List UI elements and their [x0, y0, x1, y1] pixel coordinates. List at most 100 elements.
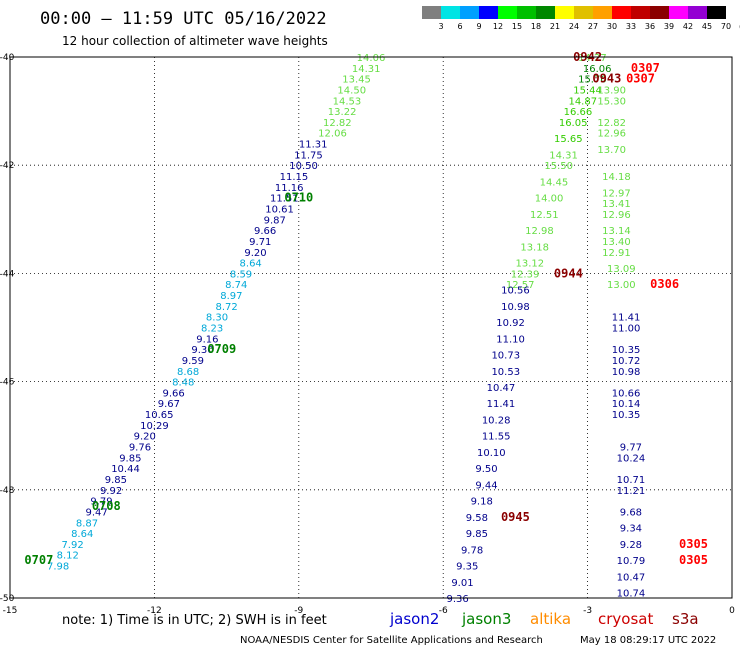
wave-height-label: 10.92: [496, 318, 525, 329]
wave-height-label: 13.45: [342, 75, 371, 86]
wave-height-label: 8.59: [230, 269, 252, 280]
x-tick-label: 0: [729, 606, 735, 616]
color-scale-swatch: [555, 6, 574, 19]
wave-height-label: 9.28: [620, 540, 642, 551]
wave-height-label: 11.21: [617, 486, 646, 497]
wave-height-label: 12.39: [511, 269, 540, 280]
wave-height-label: 9.71: [249, 237, 271, 248]
wave-height-label: 10.10: [477, 448, 506, 459]
x-tick-label: -3: [583, 606, 592, 616]
wave-height-label: 11.75: [294, 150, 323, 161]
wave-height-label: 11.15: [280, 172, 309, 183]
wave-height-label: 9.77: [620, 443, 642, 454]
wave-height-label: 15.65: [554, 134, 583, 145]
pass-time-label: 0307: [626, 72, 655, 86]
color-scale-label: 27: [588, 22, 598, 31]
color-scale-label: 12: [493, 22, 503, 31]
wave-height-label: 10.53: [491, 367, 520, 378]
color-scale-label: (ft): [739, 22, 740, 31]
wave-height-label: 10.50: [289, 161, 318, 172]
color-scale-swatch: [688, 6, 707, 19]
pass-time-label: 0708: [92, 499, 121, 513]
wave-height-label: 14.45: [540, 177, 569, 188]
wave-height-label: 9.47: [86, 507, 108, 518]
color-scale-swatch: [574, 6, 593, 19]
wave-height-label: 14.31: [549, 150, 578, 161]
wave-height-label: 10.65: [145, 410, 174, 421]
chart-subtitle: 12 hour collection of altimeter wave hei…: [62, 34, 328, 48]
y-tick-label: -42: [0, 161, 14, 171]
wave-height-label: 9.85: [105, 475, 127, 486]
wave-height-label: 12.82: [323, 118, 352, 129]
wave-height-label: 8.72: [215, 302, 237, 313]
wave-height-label: 8.74: [225, 280, 247, 291]
wave-height-label: 9.01: [451, 578, 473, 589]
wave-height-label: 8.64: [71, 529, 93, 540]
wave-height-label: 15.50: [544, 161, 573, 172]
pass-time-label: 0305: [679, 537, 708, 551]
color-scale-swatch: [517, 6, 536, 19]
wave-height-label: 12.82: [597, 118, 626, 129]
color-scale-swatch: [593, 6, 612, 19]
wave-height-label: 14.00: [535, 194, 564, 205]
wave-height-label: 12.97: [602, 188, 631, 199]
plot-area: 14.0614.3113.4514.5014.5313.2212.8212.06…: [0, 50, 735, 616]
grid-lines: [10, 57, 732, 598]
wave-height-label: 9.30: [191, 345, 213, 356]
wave-height-label: 9.66: [163, 388, 185, 399]
color-scale-swatch: [422, 6, 441, 19]
wave-height-label: 8.97: [220, 291, 242, 302]
wave-height-label: 13.41: [602, 199, 631, 210]
wave-height-label: 10.35: [612, 345, 641, 356]
wave-height-label: 11.41: [612, 313, 641, 324]
wave-height-label: 9.50: [475, 464, 497, 475]
wave-height-label: 12.91: [602, 248, 631, 259]
wave-height-label: 14.18: [602, 172, 631, 183]
data-labels: 14.0614.3113.4514.5014.5313.2212.8212.06…: [24, 50, 708, 605]
wave-height-label: 9.59: [182, 356, 204, 367]
legend-entry-altika: altika: [530, 610, 571, 628]
color-scale-swatch: [536, 6, 555, 19]
wave-height-label: 16.05: [559, 118, 588, 129]
tick-labels: -15 -12 -9 -6 -3 0 -40 -42 -44 -46 -48 -50: [0, 53, 735, 616]
color-scale-label: 3: [438, 22, 443, 31]
pass-time-label: 0307: [631, 61, 660, 75]
wave-height-label: 8.64: [240, 259, 262, 270]
plot-frame: [9, 56, 733, 599]
wave-height-label: 10.35: [612, 410, 641, 421]
pass-time-label: 0710: [284, 191, 313, 205]
pass-time-label: 0306: [650, 277, 679, 291]
wave-height-label: 10.74: [617, 589, 646, 600]
pass-time-label: 0707: [24, 553, 53, 567]
wave-height-label: 9.44: [475, 480, 497, 491]
y-tick-label: -44: [0, 269, 15, 279]
wave-height-label: 10.56: [501, 286, 530, 297]
wave-height-label: 9.58: [466, 513, 488, 524]
wave-height-label: 9.68: [620, 507, 642, 518]
color-scale-label: 30: [607, 22, 617, 31]
color-scale-swatch: [669, 6, 688, 19]
wave-height-label: 13.22: [328, 107, 357, 118]
color-scale-swatch: [707, 6, 726, 19]
x-tick-label: -6: [439, 606, 448, 616]
color-scale-swatch: [612, 6, 631, 19]
wave-height-label: 12.98: [525, 226, 554, 237]
wave-height-label: 14.06: [357, 53, 386, 64]
wave-height-label: 11.31: [299, 140, 328, 151]
x-tick-label: -12: [147, 606, 162, 616]
wave-height-label: 13.70: [597, 145, 626, 156]
pass-time-label: 0945: [501, 510, 530, 524]
color-scale-label: 15: [512, 22, 522, 31]
wave-height-label: 10.44: [111, 464, 140, 475]
wave-height-label: 11.16: [275, 183, 304, 194]
wave-height-label: 11.55: [482, 432, 511, 443]
wave-height-label: 9.34: [620, 524, 642, 535]
wave-height-label: 13.40: [602, 237, 631, 248]
color-scale-swatch: [441, 6, 460, 19]
y-tick-label: -40: [0, 53, 15, 63]
wave-height-label: 8.48: [172, 378, 194, 389]
color-scale-label: 36: [645, 22, 655, 31]
wave-height-label: 14.87: [568, 96, 597, 107]
color-scale-swatch: [631, 6, 650, 19]
